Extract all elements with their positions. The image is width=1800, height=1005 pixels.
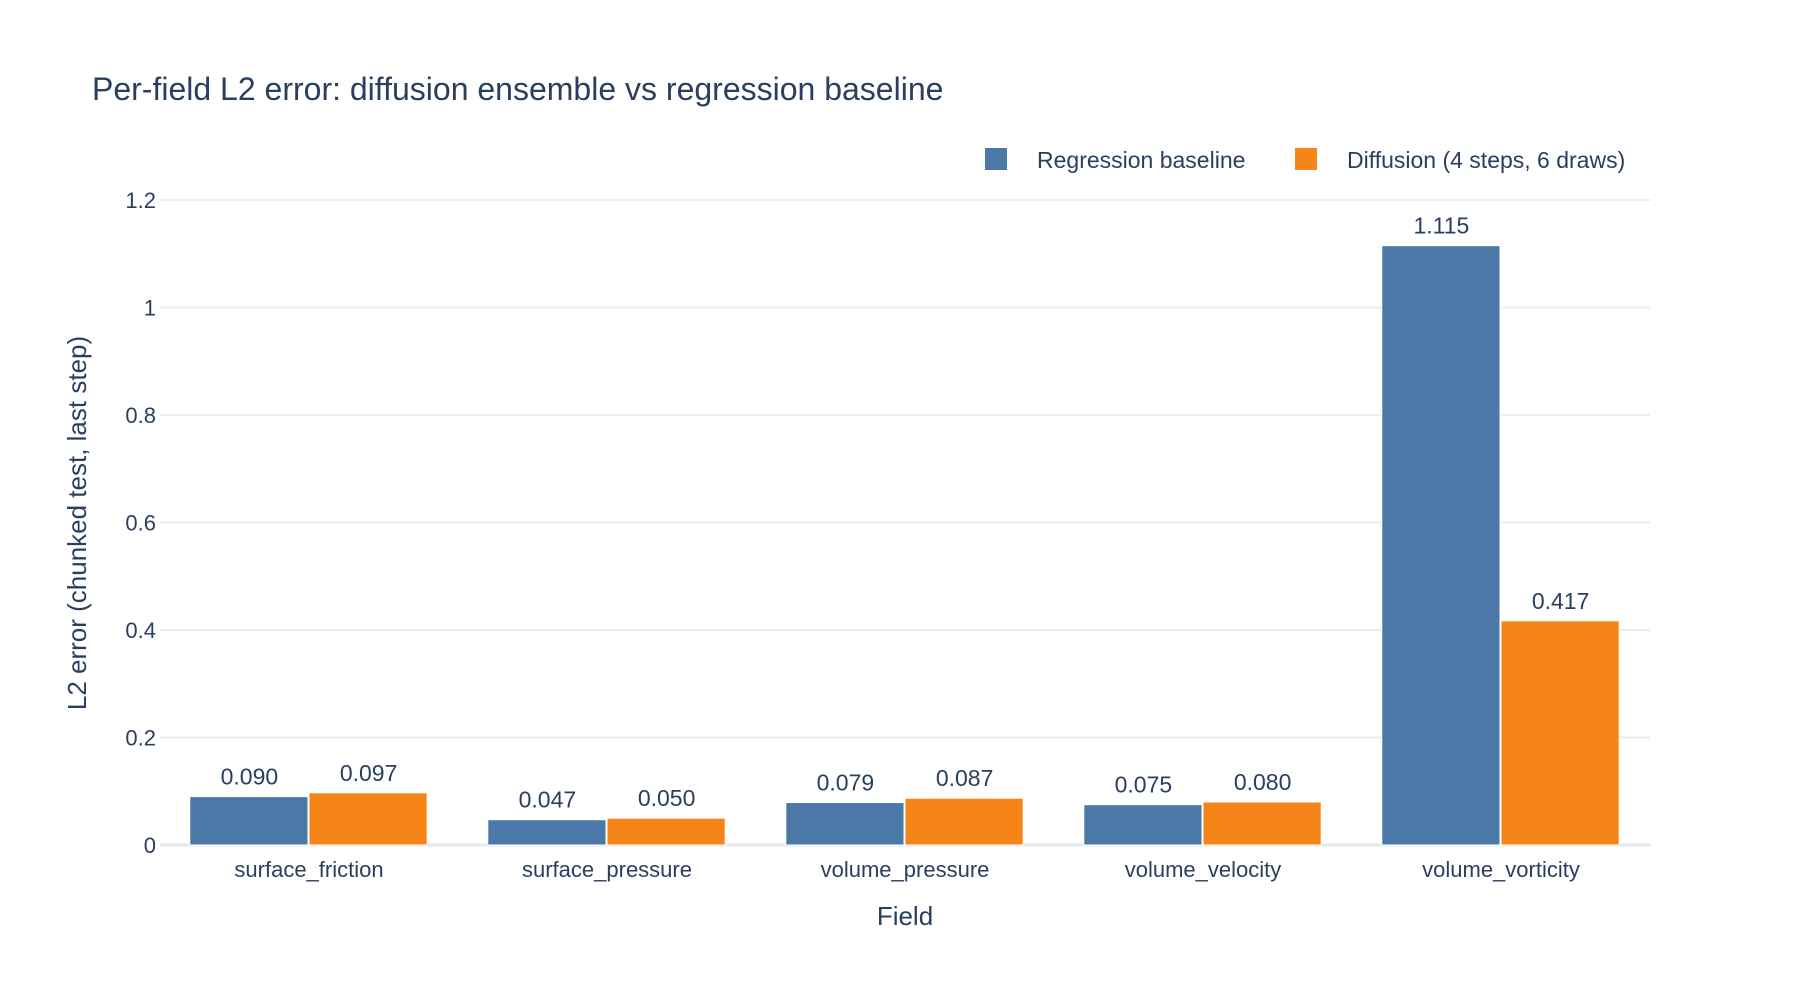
x-tick-label: volume_velocity	[1125, 857, 1282, 882]
bars	[189, 245, 1620, 846]
data-labels: 0.090 0.097 0.047 0.050 0.079 0.087 0.075 0.080…	[221, 213, 1590, 813]
x-tick-label: surface_pressure	[522, 857, 692, 882]
bar-value-label: 0.087	[936, 765, 994, 791]
y-tick-label: 0	[144, 833, 156, 858]
bar-surface_friction-regression[interactable]	[189, 796, 309, 846]
bar-volume_vorticity-regression[interactable]	[1381, 245, 1501, 846]
legend[interactable]: Regression baseline Diffusion (4 steps, 6…	[985, 147, 1625, 173]
chart-title: Per-field L2 error: diffusion ensemble v…	[92, 71, 943, 107]
bar-surface_pressure-regression[interactable]	[487, 819, 607, 846]
x-axis-ticks: surface_friction surface_pressure volume_p…	[234, 857, 1579, 882]
legend-swatch	[985, 148, 1007, 170]
x-tick-label: volume_vorticity	[1422, 857, 1580, 882]
x-axis-title: Field	[877, 901, 933, 931]
bar-value-label: 0.097	[340, 760, 398, 786]
legend-label: Regression baseline	[1037, 147, 1245, 173]
bar-volume_velocity-diffusion[interactable]	[1202, 801, 1322, 846]
y-tick-label: 1	[144, 296, 156, 321]
legend-item-diffusion[interactable]: Diffusion (4 steps, 6 draws)	[1295, 147, 1625, 173]
bar-value-label: 1.115	[1413, 213, 1469, 239]
bar-volume_pressure-diffusion[interactable]	[904, 797, 1024, 846]
x-tick-label: surface_friction	[234, 857, 383, 882]
y-tick-label: 0.4	[125, 618, 156, 643]
bar-volume_velocity-regression[interactable]	[1083, 804, 1203, 846]
bar-value-label: 0.417	[1532, 588, 1590, 614]
y-axis-ticks: 0 0.2 0.4 0.6 0.8 1 1.2	[125, 188, 156, 858]
bar-value-label: 0.079	[817, 770, 875, 796]
bar-volume_pressure-regression[interactable]	[785, 802, 905, 846]
y-tick-label: 0.2	[125, 726, 156, 751]
y-tick-label: 0.8	[125, 403, 156, 428]
x-tick-label: volume_pressure	[821, 857, 990, 882]
legend-item-regression[interactable]: Regression baseline	[985, 147, 1245, 173]
bar-surface_friction-diffusion[interactable]	[308, 792, 428, 846]
legend-swatch	[1295, 148, 1317, 170]
bar-surface_pressure-diffusion[interactable]	[606, 817, 726, 846]
bar-value-label: 0.075	[1115, 772, 1173, 798]
bar-value-label: 0.050	[638, 785, 696, 811]
y-tick-label: 1.2	[125, 188, 156, 213]
bar-value-label: 0.047	[519, 787, 577, 813]
bar-value-label: 0.080	[1234, 769, 1292, 795]
bar-value-label: 0.090	[221, 764, 279, 790]
bar-volume_vorticity-diffusion[interactable]	[1500, 620, 1620, 846]
y-axis-title: L2 error (chunked test, last step)	[62, 336, 92, 710]
y-tick-label: 0.6	[125, 511, 156, 536]
legend-label: Diffusion (4 steps, 6 draws)	[1347, 147, 1625, 173]
